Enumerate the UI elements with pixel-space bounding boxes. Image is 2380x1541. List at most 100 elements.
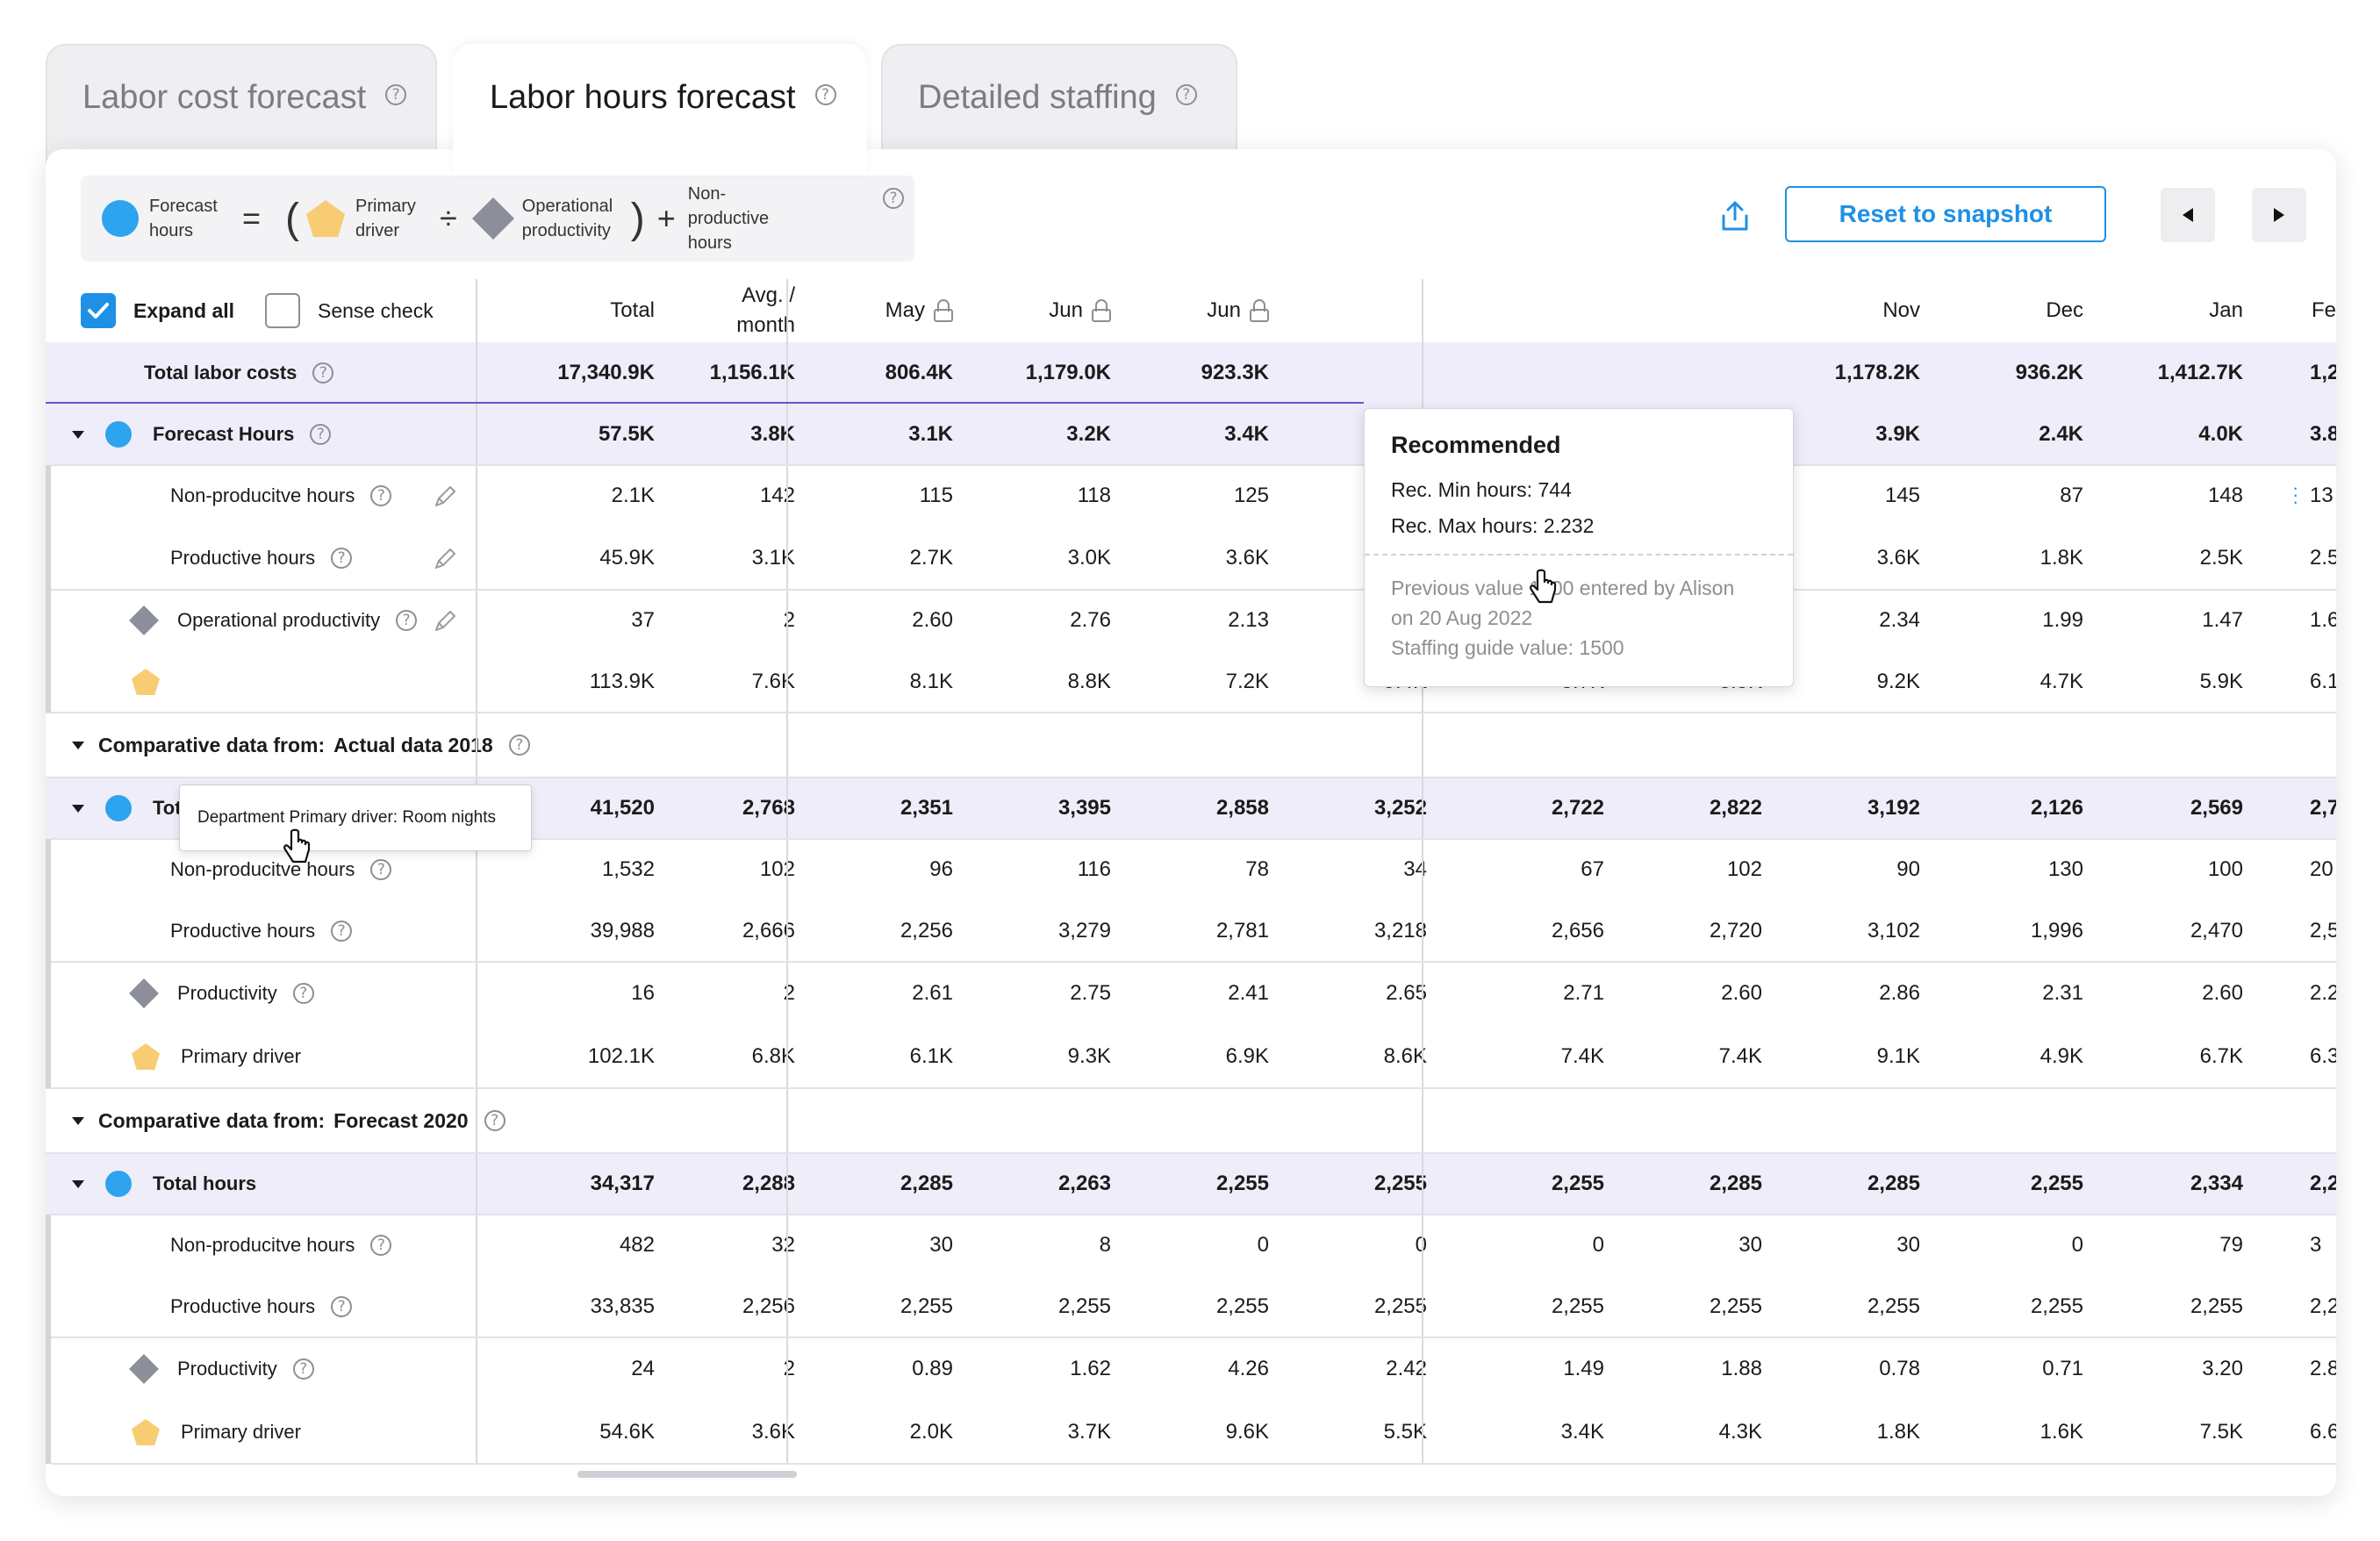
help-icon[interactable]: ?: [370, 485, 392, 506]
table-cell[interactable]: 125: [1233, 484, 1269, 507]
table-cell[interactable]: 115: [919, 484, 953, 507]
caret-left-icon: [2183, 208, 2193, 222]
row-divider: [51, 1214, 2336, 1215]
table-cell[interactable]: 2.60: [912, 608, 953, 632]
horizontal-scrollbar[interactable]: [577, 1471, 797, 1478]
table-cell[interactable]: 2.13: [1228, 608, 1269, 632]
help-icon[interactable]: ?: [370, 859, 392, 880]
table-cell[interactable]: 145: [1884, 484, 1920, 507]
table-cell[interactable]: 1.99: [2042, 608, 2083, 632]
upload-icon[interactable]: [1720, 200, 1750, 236]
table-cell[interactable]: 37: [631, 608, 655, 632]
table-cell[interactable]: 2.34: [1879, 608, 1920, 632]
table-cell[interactable]: 2.76: [1070, 608, 1111, 632]
column-header[interactable]: Jan: [2126, 279, 2243, 342]
table-cell: 2,255: [1551, 1172, 1604, 1195]
help-icon[interactable]: ?: [814, 84, 836, 105]
help-icon[interactable]: ?: [883, 188, 904, 209]
column-header[interactable]: Avg. / month: [677, 279, 795, 342]
help-icon[interactable]: ?: [331, 548, 353, 569]
table-cell: 0: [1309, 1215, 1427, 1276]
table-cell: 2.71: [1563, 981, 1604, 1005]
help-icon[interactable]: ?: [331, 921, 353, 942]
table-cell: 9.6K: [1225, 1420, 1269, 1444]
drag-handle-icon[interactable]: · · ·: [2292, 477, 2299, 512]
chevron-down-icon[interactable]: [72, 804, 84, 813]
table-cell: 2,858: [1215, 796, 1269, 820]
table-cell: 1.8K: [1876, 1420, 1920, 1444]
table-cell[interactable]: 1.6: [2310, 608, 2336, 632]
help-icon[interactable]: ?: [508, 735, 530, 756]
help-icon[interactable]: ?: [385, 84, 407, 105]
tab-labor-hours-forecast[interactable]: Labor hours forecast ?: [453, 44, 867, 176]
table-cell[interactable]: 142: [759, 484, 795, 507]
table-cell: 34: [1403, 857, 1427, 881]
column-header[interactable]: Nov: [1801, 279, 1920, 342]
table-cell: 2.65: [1386, 981, 1427, 1005]
chevron-down-icon[interactable]: [72, 1116, 84, 1125]
row-divider: [46, 777, 2336, 778]
help-icon[interactable]: ?: [292, 1358, 314, 1380]
table-cell: 2,255: [1709, 1294, 1762, 1318]
table-cell: 4.0K: [2198, 422, 2243, 446]
table-cell[interactable]: 2.5K: [2199, 546, 2243, 570]
table-cell[interactable]: 2.1K: [611, 484, 655, 507]
table-cell[interactable]: 3.1K: [751, 546, 795, 570]
sense-check-control[interactable]: Sense check: [265, 279, 434, 342]
column-header[interactable]: Dec: [1959, 279, 2083, 342]
help-icon[interactable]: ?: [396, 610, 418, 631]
help-icon[interactable]: ?: [292, 983, 314, 1004]
column-header[interactable]: May: [835, 279, 953, 342]
table-cell: 2.60: [1721, 981, 1762, 1005]
table-cell[interactable]: 3.6K: [1225, 546, 1269, 570]
chevron-down-icon[interactable]: [72, 430, 84, 439]
help-icon[interactable]: ?: [312, 362, 334, 383]
table-cell: 3.20: [2202, 1357, 2243, 1380]
productivity-icon: [471, 197, 514, 240]
column-header[interactable]: Fe: [2283, 279, 2336, 342]
table-cell[interactable]: 87: [2060, 484, 2083, 507]
table-cell[interactable]: 3.0K: [1067, 546, 1111, 570]
table-cell: 2,255: [1373, 1294, 1427, 1318]
expand-all-control[interactable]: Expand all: [81, 279, 234, 342]
help-icon[interactable]: ?: [310, 424, 332, 445]
table-cell[interactable]: 148: [2207, 484, 2243, 507]
table-cell[interactable]: 45.9K: [599, 546, 655, 570]
table-cell[interactable]: 13: [2310, 484, 2333, 507]
table-cell: 6.3: [2310, 1044, 2336, 1068]
table-cell[interactable]: 3.6K: [1876, 546, 1920, 570]
column-header[interactable]: Total: [525, 279, 655, 342]
reset-to-snapshot-button[interactable]: Reset to snapshot: [1785, 186, 2106, 242]
table-cell[interactable]: 1.47: [2202, 608, 2243, 632]
prev-page-button[interactable]: [2161, 188, 2215, 242]
column-header[interactable]: Jun: [993, 279, 1111, 342]
help-icon[interactable]: ?: [484, 1110, 505, 1131]
table-cell[interactable]: 118: [1077, 484, 1111, 507]
table-cell[interactable]: 2.5: [2310, 546, 2336, 570]
sense-check-checkbox[interactable]: [265, 293, 300, 328]
tooltip-divider: [1365, 554, 1793, 555]
expand-all-checkbox[interactable]: [81, 293, 116, 328]
table-cell[interactable]: 2.7K: [909, 546, 953, 570]
help-icon[interactable]: ?: [1175, 84, 1197, 105]
table-cell: 3,102: [1867, 919, 1920, 943]
column-header-label: Jan: [2209, 298, 2243, 322]
productivity-icon: [129, 606, 159, 635]
table-cell: 3.2K: [1066, 422, 1111, 446]
table-cell: 3,252: [1373, 796, 1427, 820]
table-cell: 1,178.2K: [1834, 361, 1920, 384]
table-cell: 2.31: [2042, 981, 2083, 1005]
chevron-down-icon[interactable]: [72, 1179, 84, 1188]
table-cell: 20: [2310, 857, 2333, 881]
table-cell[interactable]: 1.8K: [2039, 546, 2083, 570]
pencil-icon[interactable]: [432, 608, 458, 639]
next-page-button[interactable]: [2252, 188, 2306, 242]
help-icon[interactable]: ?: [370, 1235, 392, 1256]
table-cell[interactable]: 2: [783, 608, 795, 632]
help-icon[interactable]: ?: [331, 1296, 353, 1317]
table-row: 113.9K7.6K8.1K8.8K7.2K9.4K8.7K8.5K9.2K4.…: [46, 651, 2336, 713]
pencil-icon[interactable]: [432, 484, 458, 514]
chevron-down-icon[interactable]: [72, 741, 84, 749]
column-header[interactable]: Jun: [1151, 279, 1269, 342]
pencil-icon[interactable]: [432, 546, 458, 577]
